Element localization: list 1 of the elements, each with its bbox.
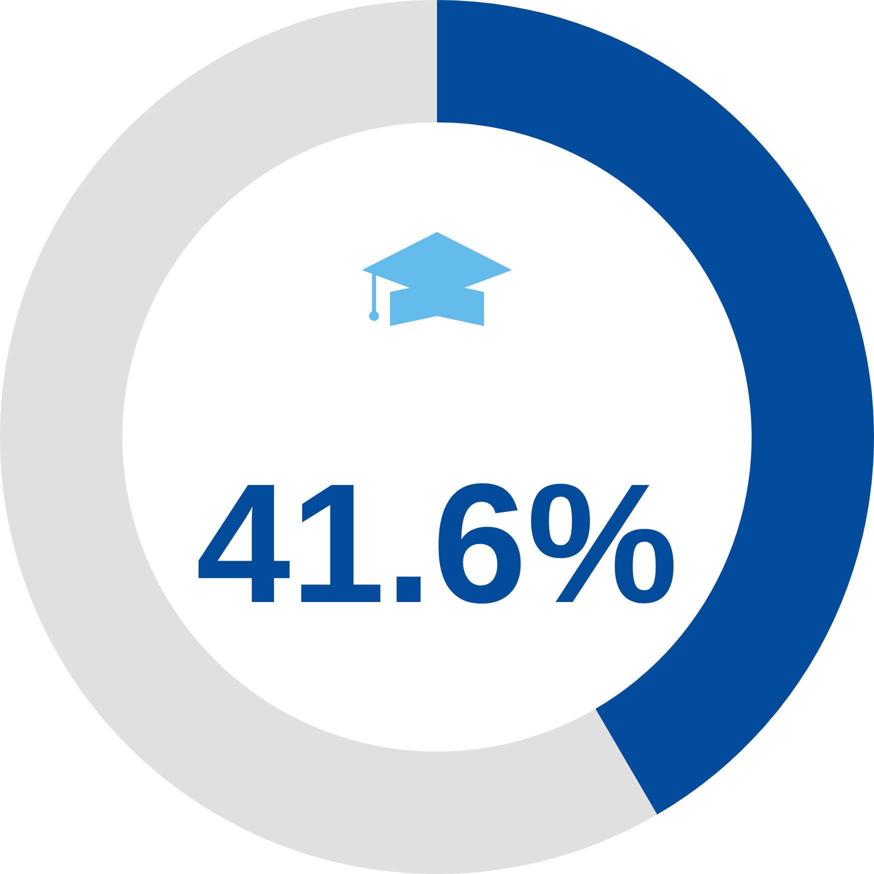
- text: 41.6%: [196, 449, 678, 639]
